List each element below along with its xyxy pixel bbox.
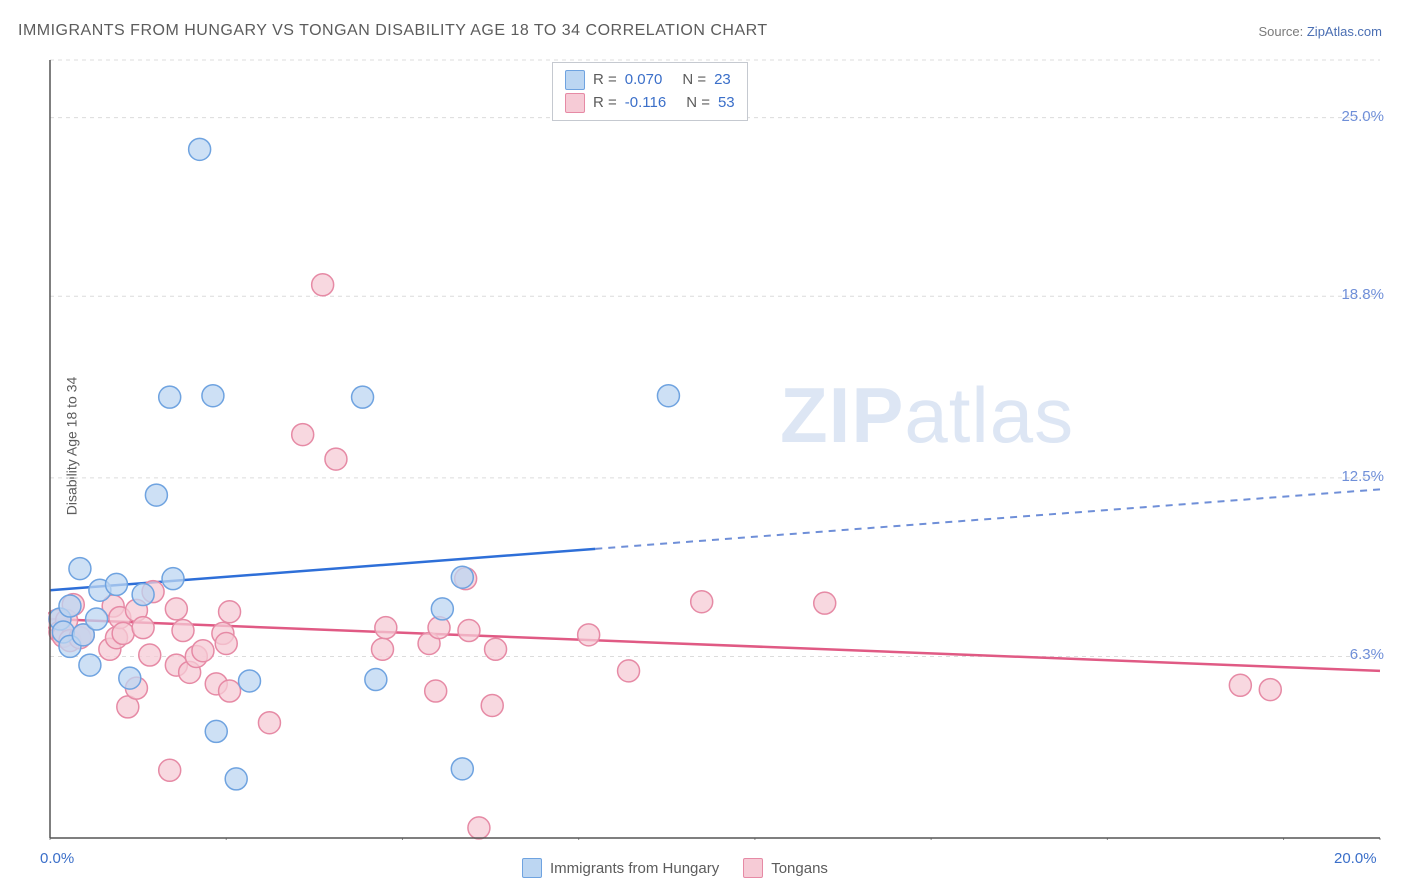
series-legend: Immigrants from Hungary Tongans [522, 858, 828, 878]
source-attribution: Source: ZipAtlas.com [1258, 24, 1382, 39]
legend-item: Immigrants from Hungary [522, 858, 719, 878]
legend-n-value: 53 [718, 92, 735, 115]
legend-swatch [565, 70, 585, 90]
legend-r-label: R = [593, 69, 617, 92]
correlation-legend: R = 0.070 N = 23 R = -0.116 N = 53 [552, 62, 748, 121]
legend-row: R = 0.070 N = 23 [565, 69, 735, 92]
chart-title: IMMIGRANTS FROM HUNGARY VS TONGAN DISABI… [18, 22, 768, 40]
legend-swatch [743, 858, 763, 878]
y-tick-label: 25.0% [1341, 108, 1384, 125]
legend-r-label: R = [593, 92, 617, 115]
legend-r-value: -0.116 [625, 92, 666, 115]
legend-n-value: 23 [714, 69, 731, 92]
y-tick-label: 12.5% [1341, 468, 1384, 485]
legend-n-label: N = [686, 92, 710, 115]
x-tick-label: 20.0% [1334, 850, 1377, 867]
y-tick-label: 6.3% [1350, 646, 1384, 663]
legend-series-name: Tongans [771, 860, 828, 877]
legend-item: Tongans [743, 858, 828, 878]
x-tick-label: 0.0% [40, 850, 74, 867]
legend-series-name: Immigrants from Hungary [550, 860, 719, 877]
legend-r-value: 0.070 [625, 69, 663, 92]
source-link[interactable]: ZipAtlas.com [1307, 24, 1382, 39]
source-prefix: Source: [1258, 24, 1306, 39]
scatter-plot [48, 58, 1382, 840]
legend-swatch [565, 93, 585, 113]
legend-row: R = -0.116 N = 53 [565, 92, 735, 115]
legend-swatch [522, 858, 542, 878]
y-tick-label: 18.8% [1341, 286, 1384, 303]
legend-n-label: N = [682, 69, 706, 92]
